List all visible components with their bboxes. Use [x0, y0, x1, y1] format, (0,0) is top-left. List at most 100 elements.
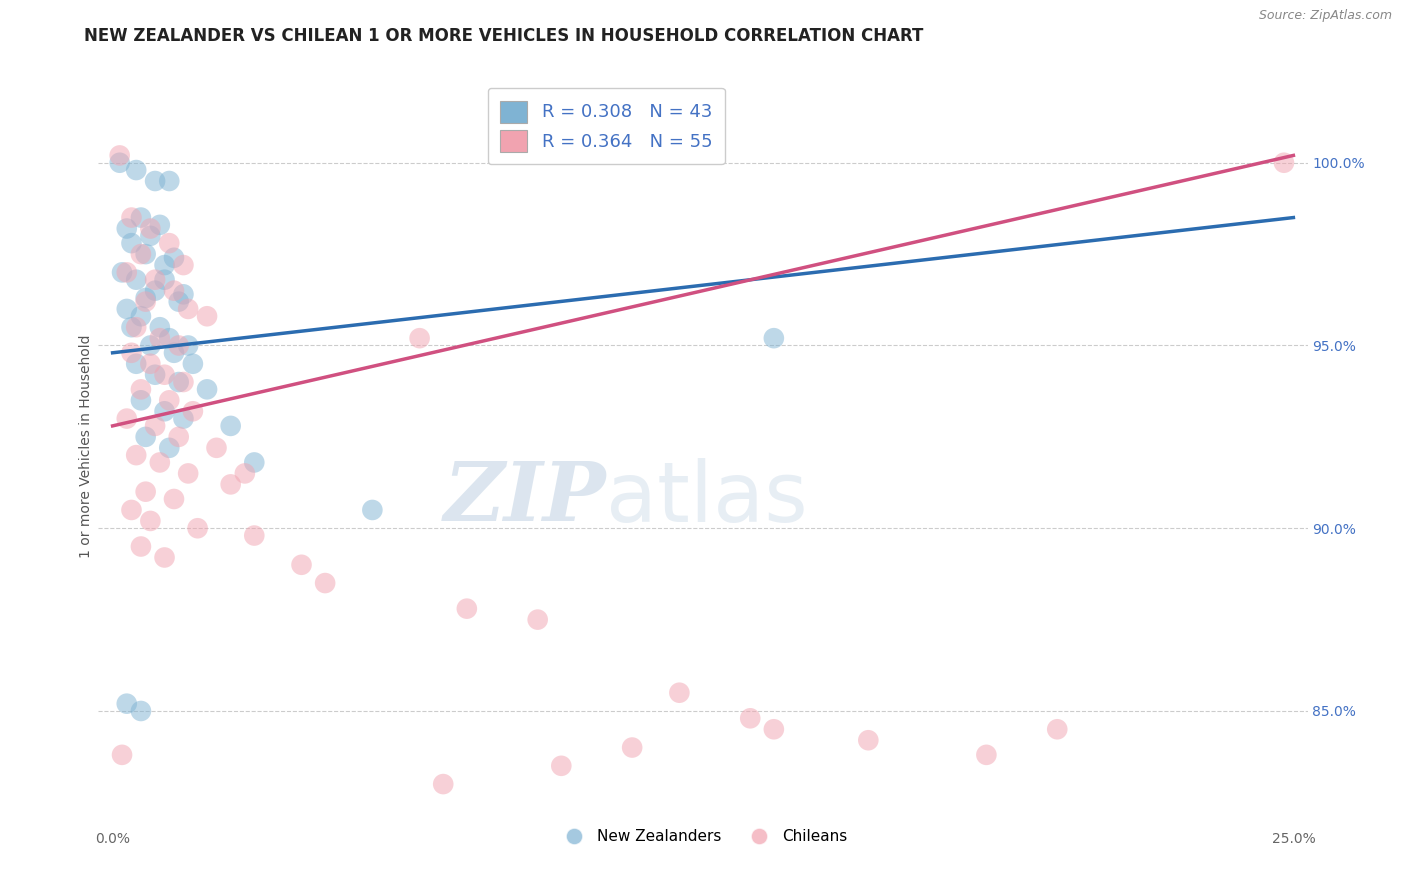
- Text: ZIP: ZIP: [444, 458, 606, 539]
- Point: [167, 294, 190, 309]
- Point: [149, 331, 172, 345]
- Point: [976, 747, 998, 762]
- Point: [172, 411, 194, 425]
- Point: [187, 521, 209, 535]
- Point: [115, 411, 138, 425]
- Point: [1046, 723, 1069, 737]
- Point: [149, 320, 172, 334]
- Point: [153, 273, 176, 287]
- Point: [153, 404, 176, 418]
- Point: [111, 265, 134, 279]
- Point: [111, 747, 134, 762]
- Point: [621, 740, 644, 755]
- Point: [157, 236, 180, 251]
- Point: [143, 284, 166, 298]
- Legend: New Zealanders, Chileans: New Zealanders, Chileans: [553, 823, 853, 850]
- Point: [314, 576, 336, 591]
- Point: [177, 338, 200, 352]
- Point: [181, 404, 204, 418]
- Point: [195, 382, 218, 396]
- Point: [195, 310, 218, 324]
- Point: [129, 211, 152, 225]
- Point: [172, 258, 194, 272]
- Point: [115, 697, 138, 711]
- Point: [456, 601, 478, 615]
- Point: [550, 759, 572, 773]
- Point: [139, 357, 162, 371]
- Point: [163, 346, 186, 360]
- Point: [153, 258, 176, 272]
- Point: [167, 430, 190, 444]
- Point: [243, 528, 266, 542]
- Point: [762, 723, 785, 737]
- Point: [135, 247, 157, 261]
- Point: [125, 273, 148, 287]
- Point: [163, 284, 186, 298]
- Text: NEW ZEALANDER VS CHILEAN 1 OR MORE VEHICLES IN HOUSEHOLD CORRELATION CHART: NEW ZEALANDER VS CHILEAN 1 OR MORE VEHIC…: [84, 27, 924, 45]
- Point: [129, 310, 152, 324]
- Point: [115, 221, 138, 235]
- Point: [139, 221, 162, 235]
- Point: [129, 704, 152, 718]
- Point: [121, 346, 143, 360]
- Point: [163, 251, 186, 265]
- Text: Source: ZipAtlas.com: Source: ZipAtlas.com: [1258, 9, 1392, 22]
- Point: [668, 686, 690, 700]
- Point: [143, 273, 166, 287]
- Point: [740, 711, 762, 725]
- Point: [143, 368, 166, 382]
- Point: [129, 247, 152, 261]
- Point: [125, 163, 148, 178]
- Point: [115, 265, 138, 279]
- Y-axis label: 1 or more Vehicles in Household: 1 or more Vehicles in Household: [79, 334, 93, 558]
- Point: [139, 338, 162, 352]
- Point: [408, 331, 430, 345]
- Point: [135, 294, 157, 309]
- Point: [762, 331, 785, 345]
- Point: [149, 455, 172, 469]
- Point: [153, 368, 176, 382]
- Point: [135, 430, 157, 444]
- Point: [129, 382, 152, 396]
- Point: [177, 467, 200, 481]
- Point: [143, 174, 166, 188]
- Point: [121, 236, 143, 251]
- Point: [167, 375, 190, 389]
- Point: [125, 448, 148, 462]
- Point: [432, 777, 454, 791]
- Point: [177, 301, 200, 316]
- Point: [172, 287, 194, 301]
- Point: [149, 218, 172, 232]
- Point: [1272, 155, 1295, 169]
- Point: [219, 477, 242, 491]
- Point: [121, 320, 143, 334]
- Point: [143, 418, 166, 433]
- Point: [108, 148, 131, 162]
- Point: [526, 613, 548, 627]
- Point: [361, 503, 384, 517]
- Point: [108, 155, 131, 169]
- Text: atlas: atlas: [606, 458, 808, 539]
- Point: [135, 291, 157, 305]
- Point: [243, 455, 266, 469]
- Point: [129, 540, 152, 554]
- Point: [153, 550, 176, 565]
- Point: [157, 441, 180, 455]
- Point: [290, 558, 312, 572]
- Point: [157, 393, 180, 408]
- Point: [172, 375, 194, 389]
- Point: [125, 320, 148, 334]
- Point: [157, 331, 180, 345]
- Point: [205, 441, 228, 455]
- Point: [157, 174, 180, 188]
- Point: [181, 357, 204, 371]
- Point: [139, 228, 162, 243]
- Point: [219, 418, 242, 433]
- Point: [121, 211, 143, 225]
- Point: [121, 503, 143, 517]
- Point: [129, 393, 152, 408]
- Point: [115, 301, 138, 316]
- Point: [163, 491, 186, 506]
- Point: [233, 467, 256, 481]
- Point: [139, 514, 162, 528]
